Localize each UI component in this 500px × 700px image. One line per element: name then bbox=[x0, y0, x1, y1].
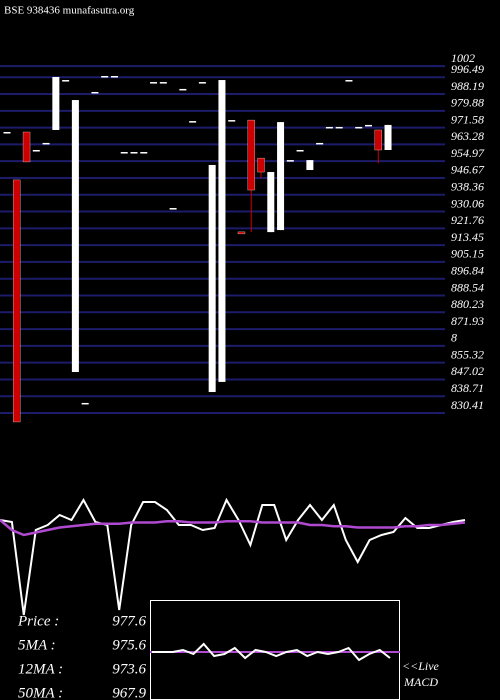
y-tick-label: 979.88 bbox=[451, 96, 484, 110]
candle-body bbox=[325, 126, 333, 129]
y-tick-label: 946.67 bbox=[451, 163, 485, 177]
stat-value: 967.9 bbox=[112, 685, 146, 700]
y-tick-label: 871.93 bbox=[451, 314, 484, 328]
candle-body bbox=[189, 121, 197, 123]
candle-body bbox=[355, 126, 363, 129]
candle-body bbox=[228, 120, 236, 122]
candle-body bbox=[198, 82, 206, 84]
candle-body bbox=[3, 132, 11, 134]
candle-body bbox=[277, 122, 285, 231]
y-tick-label: 905.15 bbox=[451, 247, 484, 261]
candle-body bbox=[364, 124, 372, 127]
candle-body bbox=[179, 88, 187, 91]
y-tick-label: 996.49 bbox=[451, 62, 484, 76]
candle-body bbox=[81, 402, 89, 405]
stat-label: Price : bbox=[17, 613, 59, 629]
indicator-line bbox=[152, 642, 391, 662]
stat-value: 973.6 bbox=[112, 661, 146, 677]
candle-body bbox=[52, 77, 60, 130]
candle-body bbox=[286, 160, 294, 162]
candle-body bbox=[140, 152, 148, 154]
y-tick-label: 930.06 bbox=[451, 196, 484, 210]
candle-body bbox=[22, 131, 31, 163]
indicator-line bbox=[0, 519, 466, 537]
stat-value: 977.6 bbox=[112, 613, 146, 629]
candle-body bbox=[247, 119, 255, 191]
candle-body bbox=[208, 164, 216, 393]
y-tick-label: 830.41 bbox=[451, 398, 484, 412]
candle-body bbox=[169, 208, 177, 210]
stat-label: 50MA : bbox=[18, 685, 63, 700]
candle-body bbox=[335, 126, 343, 129]
y-tick-label: 954.97 bbox=[451, 146, 485, 160]
candle-body bbox=[306, 160, 314, 171]
candle-body bbox=[296, 150, 304, 152]
y-tick-label: 8 bbox=[451, 331, 457, 345]
candle-body bbox=[120, 152, 128, 154]
candle-body bbox=[91, 91, 99, 94]
candle-body bbox=[101, 75, 109, 78]
candle-body bbox=[13, 179, 21, 423]
macd-frame bbox=[150, 600, 400, 700]
y-tick-label: 896.84 bbox=[451, 263, 484, 277]
y-tick-label: 888.54 bbox=[451, 280, 484, 294]
live-label: <<Live bbox=[402, 659, 440, 673]
candle-body bbox=[32, 150, 40, 152]
y-tick-label: 988.19 bbox=[451, 79, 484, 93]
stat-label: 12MA : bbox=[18, 661, 63, 677]
candle-body bbox=[62, 80, 70, 82]
candle-body bbox=[345, 80, 353, 82]
candle-body bbox=[316, 142, 324, 145]
candle-body bbox=[257, 157, 265, 173]
y-tick-label: 838.71 bbox=[451, 381, 484, 395]
candle-body bbox=[42, 142, 50, 145]
candle-body bbox=[159, 82, 167, 84]
y-tick-label: 963.28 bbox=[451, 129, 484, 143]
indicator-line bbox=[0, 497, 466, 616]
candle-body bbox=[384, 124, 392, 150]
candle-body bbox=[218, 80, 226, 382]
y-tick-label: 880.23 bbox=[451, 297, 484, 311]
candle-body bbox=[267, 172, 275, 233]
y-tick-label: 971.58 bbox=[451, 112, 484, 126]
candle-body bbox=[130, 152, 138, 154]
candle-body bbox=[110, 75, 118, 78]
y-tick-label: 1002 bbox=[451, 51, 475, 65]
chart-title: BSE 938436 munafasutra.org bbox=[4, 5, 135, 17]
y-tick-label: 938.36 bbox=[451, 180, 484, 194]
y-tick-label: 855.32 bbox=[451, 347, 484, 361]
stat-label: 5MA : bbox=[18, 637, 56, 653]
y-tick-label: 921.76 bbox=[451, 213, 484, 227]
y-tick-label: 847.02 bbox=[451, 364, 484, 378]
macd-label: MACD bbox=[403, 675, 438, 689]
candle-body bbox=[71, 100, 79, 373]
candle-body bbox=[150, 82, 158, 84]
candle-body bbox=[237, 231, 246, 235]
y-tick-label: 913.45 bbox=[451, 230, 484, 244]
candle-body bbox=[374, 129, 382, 151]
stat-value: 975.6 bbox=[112, 637, 146, 653]
